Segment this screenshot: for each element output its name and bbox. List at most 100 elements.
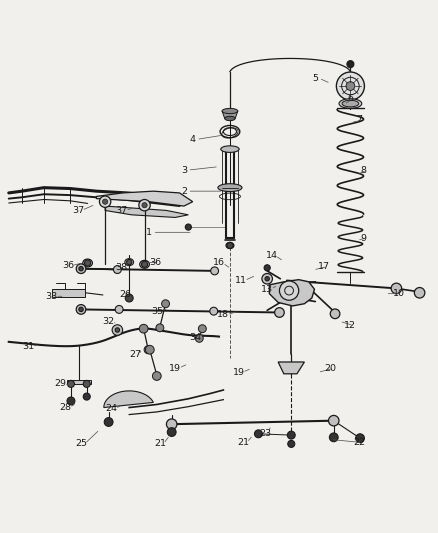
Polygon shape bbox=[96, 191, 193, 206]
Ellipse shape bbox=[140, 260, 149, 268]
Circle shape bbox=[152, 372, 161, 381]
Circle shape bbox=[83, 381, 90, 387]
Text: 8: 8 bbox=[360, 166, 367, 175]
Text: 25: 25 bbox=[75, 439, 87, 448]
Circle shape bbox=[85, 260, 91, 266]
Text: 32: 32 bbox=[102, 317, 115, 326]
Circle shape bbox=[67, 397, 75, 405]
Ellipse shape bbox=[225, 116, 235, 120]
Polygon shape bbox=[104, 391, 153, 408]
Polygon shape bbox=[67, 379, 91, 384]
Ellipse shape bbox=[125, 259, 134, 265]
Circle shape bbox=[279, 281, 299, 300]
Text: 19: 19 bbox=[233, 368, 245, 377]
Text: 5: 5 bbox=[312, 74, 318, 83]
Circle shape bbox=[287, 431, 295, 439]
Text: 36: 36 bbox=[62, 261, 74, 270]
Text: 24: 24 bbox=[106, 405, 118, 414]
Circle shape bbox=[115, 305, 123, 313]
Text: 33: 33 bbox=[46, 292, 58, 301]
Circle shape bbox=[79, 307, 83, 312]
Text: 4: 4 bbox=[190, 135, 196, 144]
Circle shape bbox=[195, 334, 203, 342]
Circle shape bbox=[262, 273, 272, 284]
Polygon shape bbox=[52, 289, 85, 297]
Circle shape bbox=[347, 61, 354, 68]
Circle shape bbox=[254, 430, 262, 438]
Circle shape bbox=[113, 265, 121, 273]
Text: 36: 36 bbox=[149, 257, 162, 266]
Circle shape bbox=[162, 300, 170, 308]
Circle shape bbox=[185, 224, 191, 230]
Text: 11: 11 bbox=[235, 276, 247, 285]
Circle shape bbox=[167, 427, 176, 437]
Circle shape bbox=[125, 294, 133, 302]
Circle shape bbox=[76, 304, 86, 314]
Text: 3: 3 bbox=[181, 166, 187, 175]
Circle shape bbox=[391, 283, 402, 294]
Text: 7: 7 bbox=[356, 115, 362, 124]
Text: 21: 21 bbox=[237, 438, 249, 447]
Text: 12: 12 bbox=[344, 321, 357, 330]
Circle shape bbox=[329, 433, 338, 442]
Circle shape bbox=[414, 287, 425, 298]
Text: 1: 1 bbox=[146, 228, 152, 237]
Circle shape bbox=[198, 325, 206, 333]
Circle shape bbox=[83, 393, 90, 400]
Polygon shape bbox=[105, 206, 188, 217]
Circle shape bbox=[166, 419, 177, 430]
Text: 37: 37 bbox=[116, 206, 128, 215]
Circle shape bbox=[288, 440, 295, 447]
Text: 20: 20 bbox=[325, 364, 337, 373]
Ellipse shape bbox=[342, 100, 359, 107]
Circle shape bbox=[141, 261, 148, 268]
Text: 18: 18 bbox=[217, 310, 230, 319]
Circle shape bbox=[76, 264, 86, 273]
Circle shape bbox=[79, 266, 83, 271]
Ellipse shape bbox=[226, 243, 234, 248]
Ellipse shape bbox=[339, 99, 362, 108]
Circle shape bbox=[275, 308, 284, 317]
Text: 22: 22 bbox=[353, 438, 365, 447]
Polygon shape bbox=[269, 280, 314, 306]
Circle shape bbox=[210, 307, 218, 315]
Circle shape bbox=[112, 325, 123, 335]
Text: 27: 27 bbox=[129, 351, 141, 359]
Text: 2: 2 bbox=[181, 187, 187, 196]
Circle shape bbox=[156, 324, 164, 332]
Circle shape bbox=[139, 324, 148, 333]
Circle shape bbox=[265, 277, 269, 281]
Ellipse shape bbox=[221, 146, 239, 152]
Circle shape bbox=[67, 381, 74, 387]
Text: 19: 19 bbox=[169, 364, 181, 373]
Polygon shape bbox=[222, 111, 238, 118]
Text: 10: 10 bbox=[392, 289, 405, 298]
Ellipse shape bbox=[222, 108, 238, 114]
Text: 16: 16 bbox=[213, 259, 225, 268]
Circle shape bbox=[336, 72, 364, 100]
Circle shape bbox=[142, 203, 147, 208]
Circle shape bbox=[99, 196, 111, 207]
Text: 21: 21 bbox=[154, 439, 166, 448]
Ellipse shape bbox=[83, 259, 92, 267]
Text: 6: 6 bbox=[347, 94, 353, 103]
Circle shape bbox=[127, 260, 132, 265]
Text: 34: 34 bbox=[189, 333, 201, 342]
Text: 17: 17 bbox=[318, 262, 330, 271]
Circle shape bbox=[356, 434, 364, 442]
Circle shape bbox=[144, 346, 152, 354]
Text: 38: 38 bbox=[116, 263, 128, 272]
Ellipse shape bbox=[218, 184, 242, 191]
Circle shape bbox=[115, 328, 120, 332]
Text: 13: 13 bbox=[261, 285, 273, 294]
Text: 26: 26 bbox=[119, 290, 131, 300]
Polygon shape bbox=[278, 362, 304, 374]
Text: 31: 31 bbox=[22, 342, 35, 351]
Circle shape bbox=[264, 265, 270, 271]
Text: 35: 35 bbox=[152, 306, 164, 316]
Circle shape bbox=[328, 415, 339, 426]
Circle shape bbox=[227, 243, 233, 248]
Circle shape bbox=[104, 418, 113, 426]
Text: 29: 29 bbox=[54, 379, 67, 389]
Text: 14: 14 bbox=[265, 251, 278, 260]
